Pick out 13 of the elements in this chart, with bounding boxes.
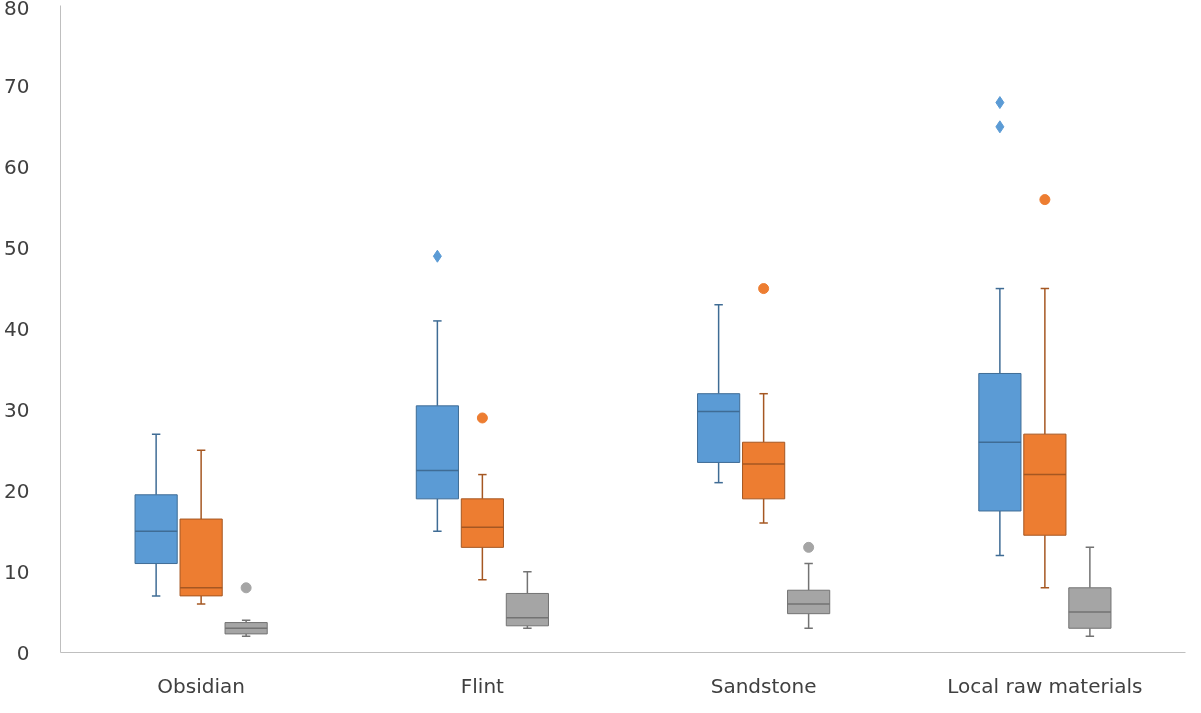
y-tick-label: 50 bbox=[4, 236, 30, 261]
y-tick-label: 60 bbox=[4, 155, 30, 180]
y-tick-label: 30 bbox=[4, 397, 30, 422]
x-tick-label: Sandstone bbox=[710, 673, 817, 698]
x-tick-label: Local raw materials bbox=[947, 673, 1143, 698]
y-tick-label: 40 bbox=[4, 317, 30, 341]
x-tick-label: Flint bbox=[460, 673, 505, 698]
y-tick-label: 0 bbox=[16, 640, 30, 665]
y-tick-label: 80 bbox=[4, 0, 30, 20]
y-tick-label: 10 bbox=[4, 559, 30, 584]
x-tick-label: Obsidian bbox=[157, 673, 245, 698]
y-tick-label: 70 bbox=[4, 74, 30, 99]
y-tick-label: 20 bbox=[4, 478, 30, 503]
